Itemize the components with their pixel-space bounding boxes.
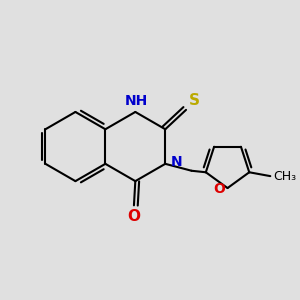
Text: NH: NH xyxy=(125,94,148,108)
Text: S: S xyxy=(189,94,200,109)
Text: N: N xyxy=(171,155,182,170)
Text: CH₃: CH₃ xyxy=(273,169,296,183)
Text: O: O xyxy=(213,182,225,196)
Text: O: O xyxy=(128,209,140,224)
